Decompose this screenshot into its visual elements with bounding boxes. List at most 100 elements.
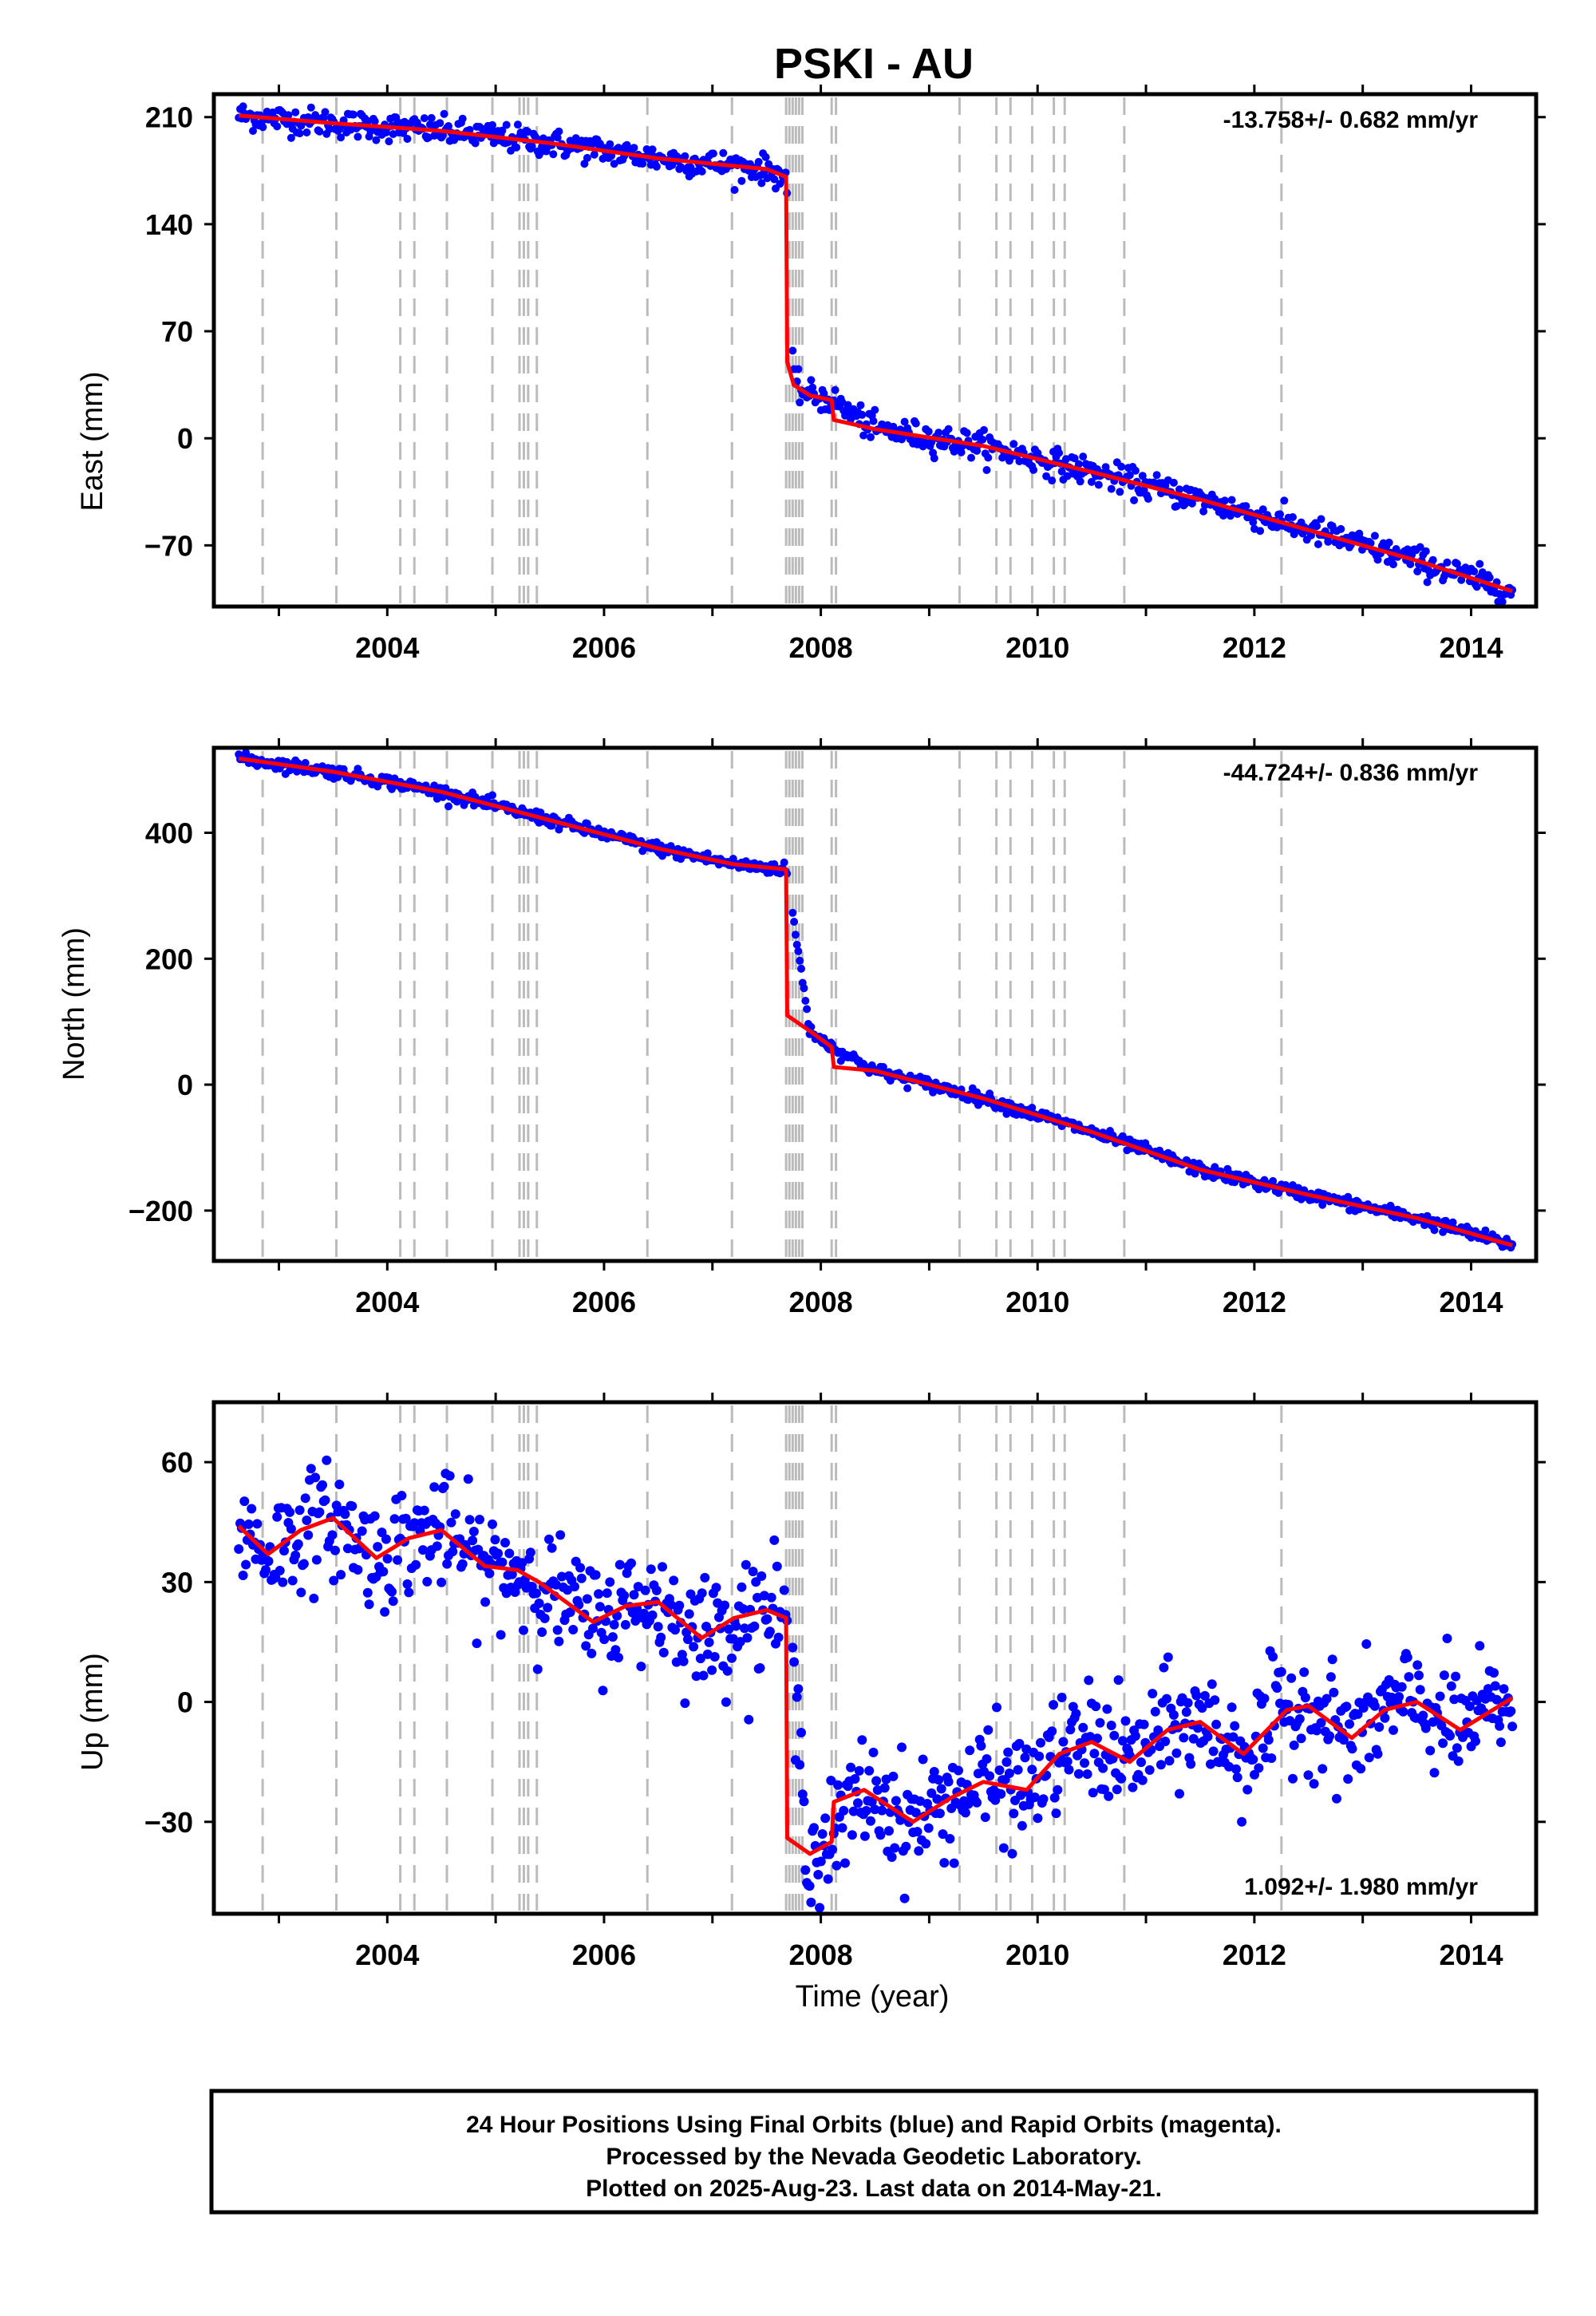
observation-point [239, 1496, 250, 1507]
observation-point [1057, 1693, 1067, 1702]
observation-point [1396, 1682, 1407, 1692]
observation-point [803, 1005, 812, 1014]
observation-point [730, 186, 739, 194]
observation-point [1230, 1721, 1240, 1731]
observation-point [929, 1767, 939, 1777]
observation-point [1289, 513, 1297, 521]
observation-point [1027, 1765, 1037, 1775]
observation-point [761, 152, 770, 161]
observation-point [1451, 1671, 1461, 1682]
observation-point [911, 419, 920, 428]
observation-point [901, 1841, 911, 1852]
ytick-label: 210 [145, 101, 193, 134]
observation-point [697, 167, 706, 176]
observation-point [754, 157, 763, 166]
observation-point [1179, 1733, 1189, 1743]
observation-point [828, 1844, 837, 1855]
observation-point [475, 1515, 484, 1524]
observation-point [1014, 1738, 1025, 1749]
observation-point [291, 108, 300, 117]
observation-point [773, 1632, 784, 1642]
footer-frame [209, 2089, 1539, 2215]
observation-point [347, 1501, 358, 1512]
observation-point [1130, 496, 1139, 504]
ylabel-east: East (mm) [76, 371, 109, 511]
observation-point [1191, 1690, 1202, 1701]
observation-point [1296, 1733, 1306, 1744]
observation-point [1104, 1791, 1114, 1801]
observation-point [537, 1627, 547, 1638]
observation-point [411, 1559, 421, 1570]
observation-point [350, 110, 358, 119]
observation-point [544, 1534, 554, 1544]
panel-up: 60 30 0 −30 2004 2006 2008 2010 2012 2014 Up (mm)… [76, 1393, 1546, 2014]
plot-frame-north [211, 745, 1539, 1263]
observation-point [1347, 1744, 1357, 1754]
observation-point [638, 160, 647, 168]
observation-point [884, 1826, 894, 1836]
observation-point [606, 140, 614, 148]
observation-point [1445, 1731, 1455, 1741]
observation-point [1242, 502, 1250, 511]
observation-point [1116, 1773, 1127, 1784]
observation-point [436, 119, 444, 128]
observation-point [496, 1630, 506, 1640]
observation-point [751, 1577, 761, 1587]
observation-point [889, 422, 898, 431]
observation-point [531, 1588, 541, 1599]
observation-point [1249, 518, 1258, 527]
observation-point [1481, 1226, 1490, 1235]
observation-point [273, 122, 282, 131]
observation-point [772, 1561, 782, 1571]
observation-point [1341, 1701, 1352, 1712]
observation-point [420, 114, 429, 123]
rate-label-east: -13.758+/- 0.682 mm/yr [1223, 107, 1479, 133]
observation-point [707, 1665, 717, 1675]
observation-point [446, 1517, 456, 1528]
observation-point [939, 1858, 950, 1868]
observation-point [700, 1572, 710, 1583]
observation-point [1207, 1679, 1217, 1690]
observation-point [790, 918, 799, 926]
observation-point [301, 759, 310, 767]
observation-point [372, 136, 381, 144]
observation-point [1425, 1745, 1436, 1756]
observation-point [1058, 1737, 1069, 1747]
observation-point [1203, 1732, 1213, 1741]
observation-point [1164, 1756, 1175, 1766]
observation-point [982, 466, 991, 474]
plot-frame-east [211, 92, 1539, 609]
observation-point [1294, 1713, 1305, 1724]
observation-point [539, 1613, 550, 1623]
observation-point [555, 1530, 566, 1540]
observation-point [832, 1860, 842, 1871]
observation-point [954, 1765, 963, 1776]
observation-point [432, 1541, 442, 1551]
observation-point [797, 1789, 808, 1800]
observation-point [387, 1587, 397, 1597]
observation-point [1033, 1813, 1043, 1824]
observation-point [1013, 1765, 1023, 1775]
observation-point [1109, 1730, 1120, 1741]
observation-point [1163, 1652, 1173, 1662]
observation-point [1168, 1709, 1179, 1720]
observation-point [294, 1505, 305, 1516]
observation-point [1169, 478, 1178, 487]
observation-point [1442, 1634, 1452, 1643]
observation-point [903, 1084, 912, 1093]
observation-point [1150, 1706, 1160, 1717]
observation-point [353, 1565, 363, 1575]
observation-point [945, 1834, 955, 1844]
observation-point [1076, 477, 1084, 486]
observation-point [620, 1619, 630, 1630]
observation-point [293, 1539, 303, 1549]
observation-point [1276, 1666, 1286, 1677]
observation-point [738, 1604, 749, 1614]
observation-point [1457, 575, 1466, 584]
observation-point [357, 1526, 367, 1536]
observation-point [640, 1585, 650, 1595]
observation-point [1098, 1763, 1108, 1773]
xtick-label: 2004 [355, 631, 419, 664]
observation-point [458, 114, 467, 123]
observation-point [1272, 1683, 1282, 1694]
